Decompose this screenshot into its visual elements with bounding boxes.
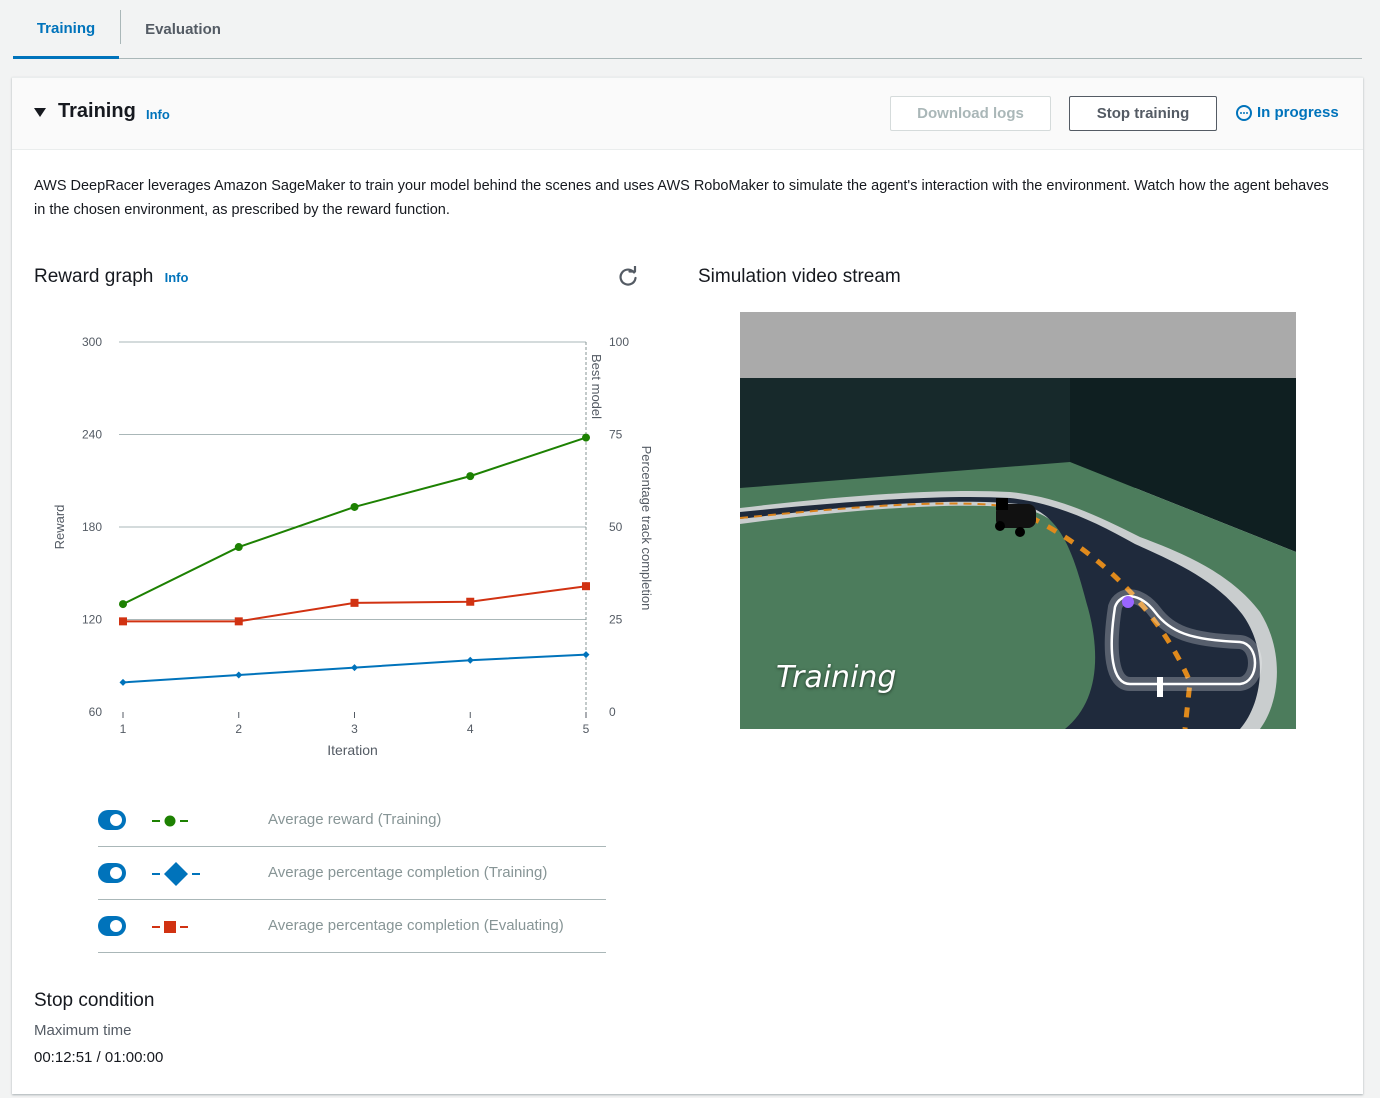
series-line-0	[122, 436, 587, 605]
toggle-pct-evaluating[interactable]	[98, 916, 126, 936]
collapse-caret-icon[interactable]	[34, 108, 46, 117]
toggle-average-reward[interactable]	[98, 810, 126, 830]
stop-condition-label: Maximum time	[34, 1022, 132, 1039]
legend-item-average-reward: Average reward (Training)	[98, 794, 606, 847]
data-point	[235, 671, 243, 679]
x-tick-label: 2	[235, 722, 242, 736]
chart-legend: Average reward (Training) Average percen…	[98, 794, 606, 953]
in-progress-icon	[1236, 104, 1252, 121]
stop-condition-value: 00:12:51 / 01:00:00	[34, 1049, 164, 1066]
y2-tick-label: 100	[609, 335, 629, 349]
data-point	[350, 598, 359, 607]
training-info-link[interactable]: Info	[146, 107, 170, 122]
data-point	[234, 543, 243, 552]
y2-axis-label: Percentage track completion	[639, 446, 654, 611]
tab-evaluation[interactable]: Evaluation	[145, 20, 221, 38]
stop-condition-title: Stop condition	[34, 990, 155, 1011]
y-tick-label: 120	[82, 613, 102, 627]
x-axis-label: Iteration	[327, 742, 378, 758]
simulation-scene	[740, 312, 1296, 729]
data-point	[351, 664, 358, 672]
y-tick-label: 60	[89, 705, 103, 719]
video-stream-title: Simulation video stream	[698, 266, 901, 287]
race-car	[995, 498, 1036, 537]
y-tick-label: 300	[82, 335, 102, 349]
y2-tick-label: 0	[609, 705, 616, 719]
legend-square-marker-icon	[152, 921, 188, 933]
legend-label: Average percentage completion (Training)	[268, 864, 548, 881]
status-label: In progress	[1257, 104, 1339, 121]
panel-header: Training Info Download logs Stop trainin…	[12, 78, 1363, 150]
y-tick-label: 240	[82, 428, 102, 442]
x-tick-label: 5	[583, 722, 590, 736]
y-tick-label: 180	[82, 520, 102, 534]
reward-chart: 60 120 180 240 300 0 25 50 75 100 1 2 3 4 5 Best model I…	[52, 335, 654, 758]
data-point	[466, 472, 475, 481]
video-overlay-text: Training	[776, 660, 897, 695]
y2-tick-label: 75	[609, 428, 623, 442]
data-point	[466, 597, 475, 606]
training-panel: Training Info Download logs Stop trainin…	[12, 77, 1363, 1094]
tab-training[interactable]: Training	[13, 0, 119, 59]
x-tick-label: 1	[120, 722, 127, 736]
legend-item-pct-training: Average percentage completion (Training)	[98, 847, 606, 900]
toggle-pct-training[interactable]	[98, 863, 126, 883]
simulation-video[interactable]: Training	[740, 312, 1296, 729]
data-point	[119, 600, 127, 609]
data-point	[582, 433, 590, 442]
data-point	[582, 651, 590, 659]
data-point	[119, 617, 127, 626]
stop-training-button[interactable]: Stop training	[1069, 96, 1217, 131]
legend-diamond-marker-icon	[152, 862, 200, 886]
tab-divider	[120, 10, 121, 44]
legend-circle-marker-icon	[152, 815, 188, 827]
reward-graph-info-link[interactable]: Info	[164, 270, 189, 285]
legend-label: Average percentage completion (Evaluatin…	[268, 917, 564, 934]
data-point	[466, 656, 474, 664]
refresh-icon[interactable]	[617, 266, 639, 288]
download-logs-button[interactable]: Download logs	[890, 96, 1051, 131]
data-point	[234, 617, 243, 626]
data-point	[350, 502, 359, 511]
status-indicator: In progress	[1236, 104, 1339, 121]
x-tick-label: 4	[467, 722, 474, 736]
reward-graph-title-text: Reward graph	[34, 266, 154, 287]
y2-tick-label: 50	[609, 520, 623, 534]
legend-label: Average reward (Training)	[268, 811, 442, 828]
panel-description: AWS DeepRacer leverages Amazon SageMaker…	[34, 178, 1329, 218]
x-tick-label: 3	[351, 722, 358, 736]
best-model-label: Best model	[589, 354, 604, 419]
tab-bar: Training Evaluation	[13, 0, 1362, 59]
data-point	[582, 582, 590, 591]
panel-title: Training	[58, 100, 136, 122]
legend-item-pct-evaluating: Average percentage completion (Evaluatin…	[98, 900, 606, 953]
y-axis-label: Reward	[52, 505, 67, 550]
reward-graph-title: Reward graph Info	[34, 266, 188, 288]
y2-tick-label: 25	[609, 613, 623, 627]
data-point	[119, 678, 127, 686]
